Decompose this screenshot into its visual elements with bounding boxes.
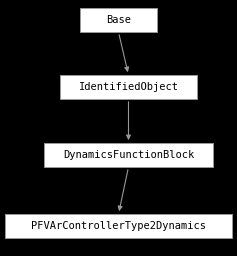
FancyBboxPatch shape xyxy=(5,214,232,238)
FancyBboxPatch shape xyxy=(80,8,157,32)
Text: IdentifiedObject: IdentifiedObject xyxy=(78,82,178,92)
Text: Base: Base xyxy=(106,15,131,25)
FancyBboxPatch shape xyxy=(60,75,197,99)
Text: DynamicsFunctionBlock: DynamicsFunctionBlock xyxy=(63,150,194,160)
FancyBboxPatch shape xyxy=(44,143,213,167)
Text: PFVArControllerType2Dynamics: PFVArControllerType2Dynamics xyxy=(31,221,206,231)
